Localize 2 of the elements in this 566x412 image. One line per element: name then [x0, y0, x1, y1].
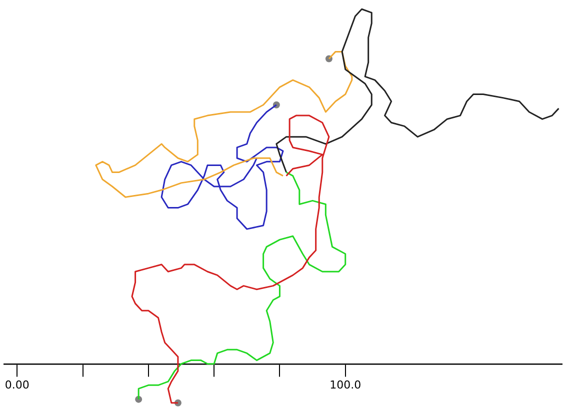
x-tick-label: 100.0 — [330, 378, 362, 392]
x-tick-label: 0.00 — [4, 378, 30, 392]
